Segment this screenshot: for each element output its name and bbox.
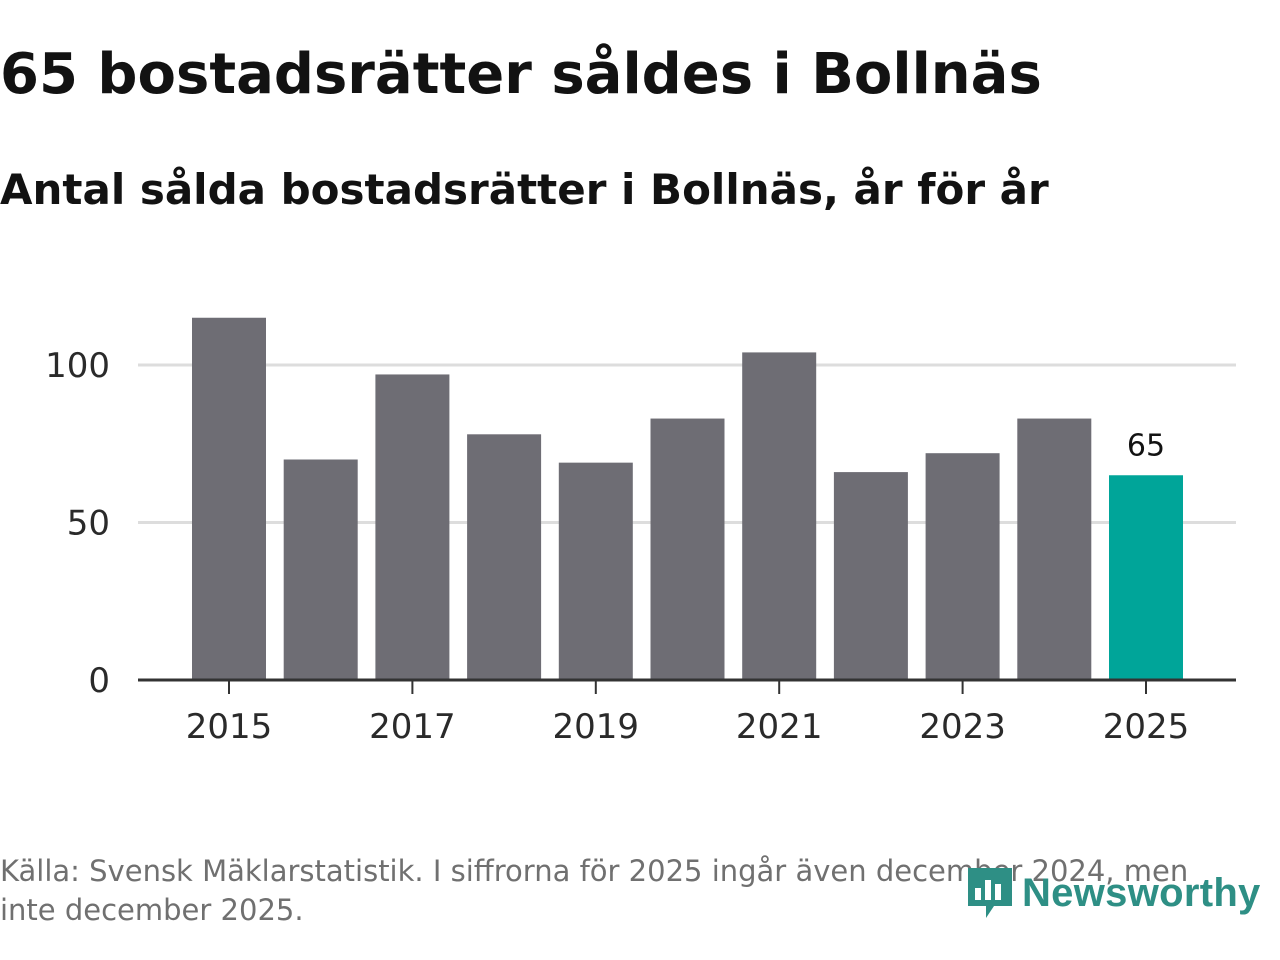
bar-2024	[1017, 418, 1092, 680]
data-label-2025: 65	[1127, 428, 1165, 463]
bar-2021	[742, 352, 817, 680]
y-tick-label-0: 0	[88, 661, 110, 701]
bar-2023	[925, 453, 1000, 680]
bars	[192, 317, 1183, 680]
bar-chart: 0 50 100 2015 2017 2019 2021 2023 2025 65	[45, 317, 1236, 747]
data-labels: 65	[1127, 428, 1165, 463]
x-tick-label-2019: 2019	[553, 707, 640, 747]
bar-2022	[833, 472, 908, 680]
newsworthy-logo-text: Newsworthy	[1022, 870, 1261, 915]
newsworthy-logo-icon	[968, 868, 1012, 918]
x-tick-label-2017: 2017	[369, 707, 456, 747]
y-tick-label-50: 50	[67, 504, 110, 544]
y-tick-label-100: 100	[45, 346, 110, 386]
chart-subtitle: Antal sålda bostadsrätter i Bollnäs, år …	[0, 165, 1049, 214]
x-tick-label-2025: 2025	[1103, 707, 1190, 747]
bar-2015	[192, 317, 266, 680]
x-tick-label-2021: 2021	[736, 707, 823, 747]
bar-2019	[558, 462, 633, 680]
bar-2025	[1109, 475, 1183, 680]
chart-title: 65 bostadsrätter såldes i Bollnäs	[0, 42, 1042, 107]
bar-2020	[650, 418, 725, 680]
x-tick-label-2015: 2015	[186, 707, 273, 747]
bar-2016	[283, 459, 358, 680]
bar-2017	[375, 374, 450, 680]
y-axis-ticks: 0 50 100	[45, 346, 110, 701]
x-axis-ticks: 2015 2017 2019 2021 2023 2025	[186, 680, 1190, 747]
bar-2018	[467, 434, 542, 680]
newsworthy-logo: Newsworthy	[964, 862, 1261, 924]
x-tick-label-2023: 2023	[919, 707, 1006, 747]
